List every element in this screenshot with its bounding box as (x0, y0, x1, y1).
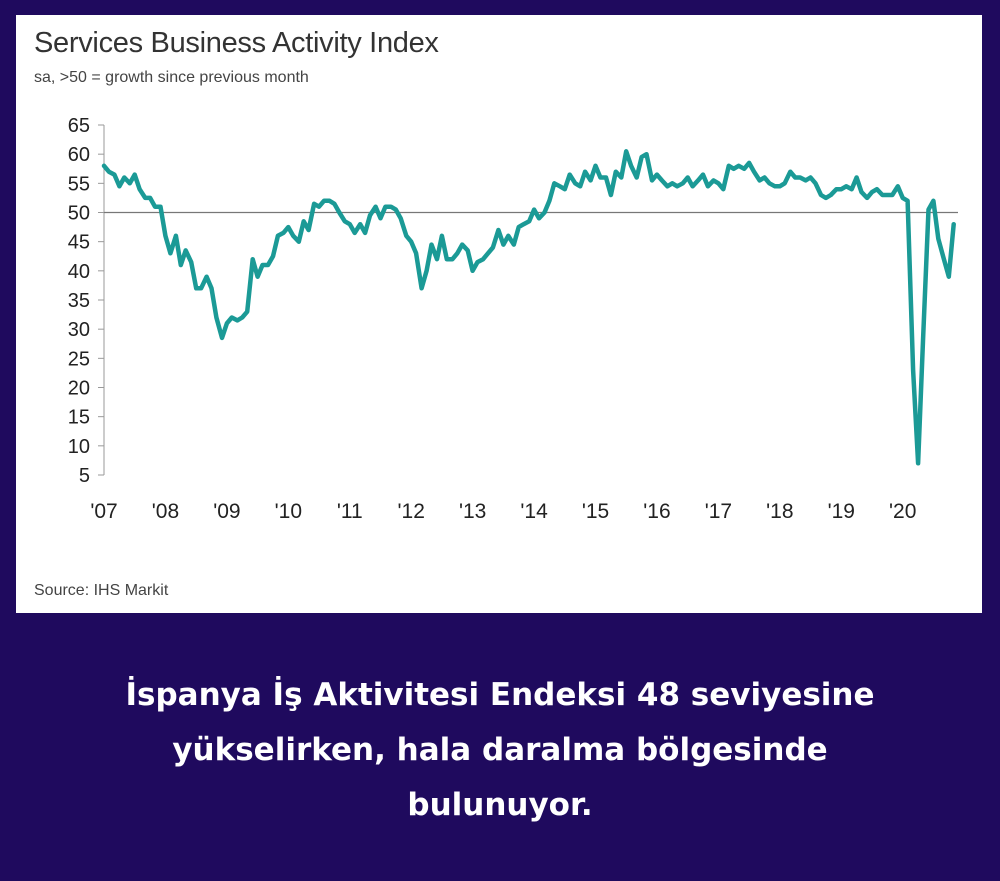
y-tick-label: 60 (68, 144, 90, 166)
y-tick-label: 40 (68, 261, 90, 283)
y-tick-label: 15 (68, 407, 90, 429)
x-tick-label: '10 (275, 500, 302, 523)
x-tick-label: '20 (889, 500, 916, 523)
x-tick-label: '07 (90, 500, 117, 523)
x-tick-label: '14 (520, 500, 548, 523)
chart-title: Services Business Activity Index (34, 27, 439, 59)
y-axis: 65 60 55 50 45 40 35 30 25 20 15 10 5 (68, 115, 105, 487)
x-tick-label: '12 (398, 500, 425, 523)
caption-line-2: yükselirken, hala daralma bölgesinde (172, 732, 828, 768)
y-tick-label: 55 (68, 173, 90, 195)
y-tick-label: 25 (68, 348, 90, 370)
x-tick-label: '18 (766, 500, 793, 523)
y-tick-label: 10 (68, 436, 90, 458)
y-tick-label: 45 (68, 232, 90, 254)
line-chart: 65 60 55 50 45 40 35 30 25 20 15 10 5 '07 '08 '09 '10 '1… (68, 115, 958, 523)
x-tick-label: '15 (582, 500, 609, 523)
chart-panel: Services Business Activity Index sa, >50… (16, 15, 982, 613)
series-line (101, 149, 956, 466)
x-axis: '07 '08 '09 '10 '11 '12 '13 '14 '15 '16 '17 '18 '19 '… (90, 500, 916, 523)
x-tick-label: '13 (459, 500, 486, 523)
caption-line-1: İspanya İş Aktivitesi Endeksi 48 seviyes… (125, 677, 875, 713)
y-tick-label: 20 (68, 378, 90, 400)
chart-subtitle: sa, >50 = growth since previous month (34, 69, 309, 86)
y-tick-label: 5 (79, 465, 90, 487)
caption-line-3: bulunuyor. (407, 787, 593, 823)
x-tick-label: '09 (213, 500, 240, 523)
x-tick-label: '16 (643, 500, 670, 523)
y-tick-label: 65 (68, 115, 90, 137)
chart-source: Source: IHS Markit (34, 582, 169, 599)
x-tick-label: '08 (152, 500, 179, 523)
y-tick-label: 50 (68, 203, 90, 225)
x-tick-label: '19 (828, 500, 855, 523)
y-tick-label: 35 (68, 290, 90, 312)
x-tick-label: '11 (337, 500, 363, 523)
x-tick-label: '17 (705, 500, 732, 523)
caption: İspanya İş Aktivitesi Endeksi 48 seviyes… (0, 668, 1000, 833)
y-tick-label: 30 (68, 319, 90, 341)
